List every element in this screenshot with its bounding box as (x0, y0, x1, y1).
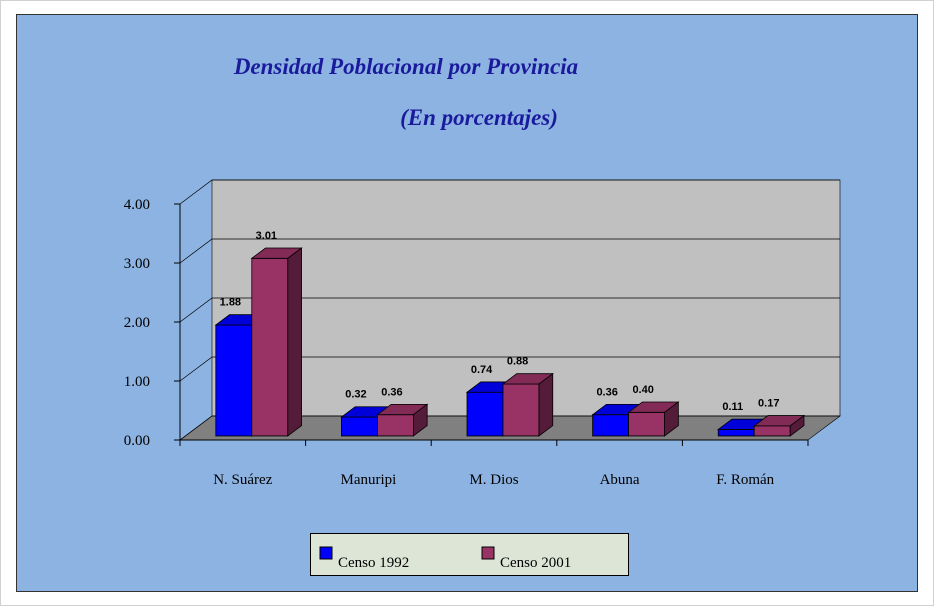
data-label: 0.88 (507, 356, 528, 368)
data-label: 0.40 (632, 384, 653, 396)
bar-front (466, 391, 504, 437)
bar (627, 401, 680, 437)
bar (376, 403, 429, 437)
y-tick-label: 2.00 (124, 315, 150, 331)
bar-front (502, 383, 540, 437)
chart-subtitle: (En porcentajes) (400, 105, 558, 130)
y-tick-label: 4.00 (124, 197, 150, 213)
bar-front (753, 425, 791, 437)
bar-side (538, 372, 554, 437)
x-tick-label: Manuripi (340, 472, 396, 488)
bar-front (717, 429, 755, 437)
bar (501, 372, 554, 437)
x-tick-label: N. Suárez (213, 472, 272, 488)
bar-front (340, 416, 378, 437)
bar-side (412, 403, 428, 437)
bar-front (215, 324, 253, 437)
chart-title: Densidad Poblacional por Provincia (233, 54, 578, 79)
data-label: 1.88 (220, 297, 241, 309)
x-tick-label: F. Román (716, 472, 774, 488)
data-label: 0.17 (758, 398, 779, 410)
y-tick-label: 3.00 (124, 256, 150, 272)
data-label: 0.32 (345, 389, 366, 401)
bar-front (592, 414, 629, 437)
y-tick-label: 1.00 (124, 374, 150, 390)
bar-side (287, 247, 302, 437)
data-label: 0.11 (722, 401, 743, 413)
legend-label: Censo 1992 (338, 555, 409, 571)
grid-line (179, 356, 840, 382)
x-tick-label: Abuna (600, 472, 640, 488)
legend-swatch (319, 546, 333, 560)
grid-line (179, 238, 840, 264)
data-label: 0.36 (596, 386, 617, 398)
bar-front (376, 414, 414, 437)
bar (250, 247, 303, 437)
data-label: 0.36 (381, 386, 402, 398)
y-tick-label: 0.00 (124, 433, 150, 449)
grid-line (179, 179, 840, 205)
grid-line (179, 297, 840, 323)
legend-label: Censo 2001 (500, 555, 571, 571)
bar-side (664, 401, 679, 437)
data-label: 0.74 (471, 364, 493, 376)
bar (753, 414, 806, 437)
bar-front (251, 257, 289, 437)
bar-side (789, 414, 805, 437)
legend-swatch (481, 546, 495, 560)
x-tick-label: M. Dios (469, 472, 518, 488)
data-label: 3.01 (256, 230, 277, 242)
legend (310, 533, 629, 576)
bar-front (628, 411, 665, 437)
